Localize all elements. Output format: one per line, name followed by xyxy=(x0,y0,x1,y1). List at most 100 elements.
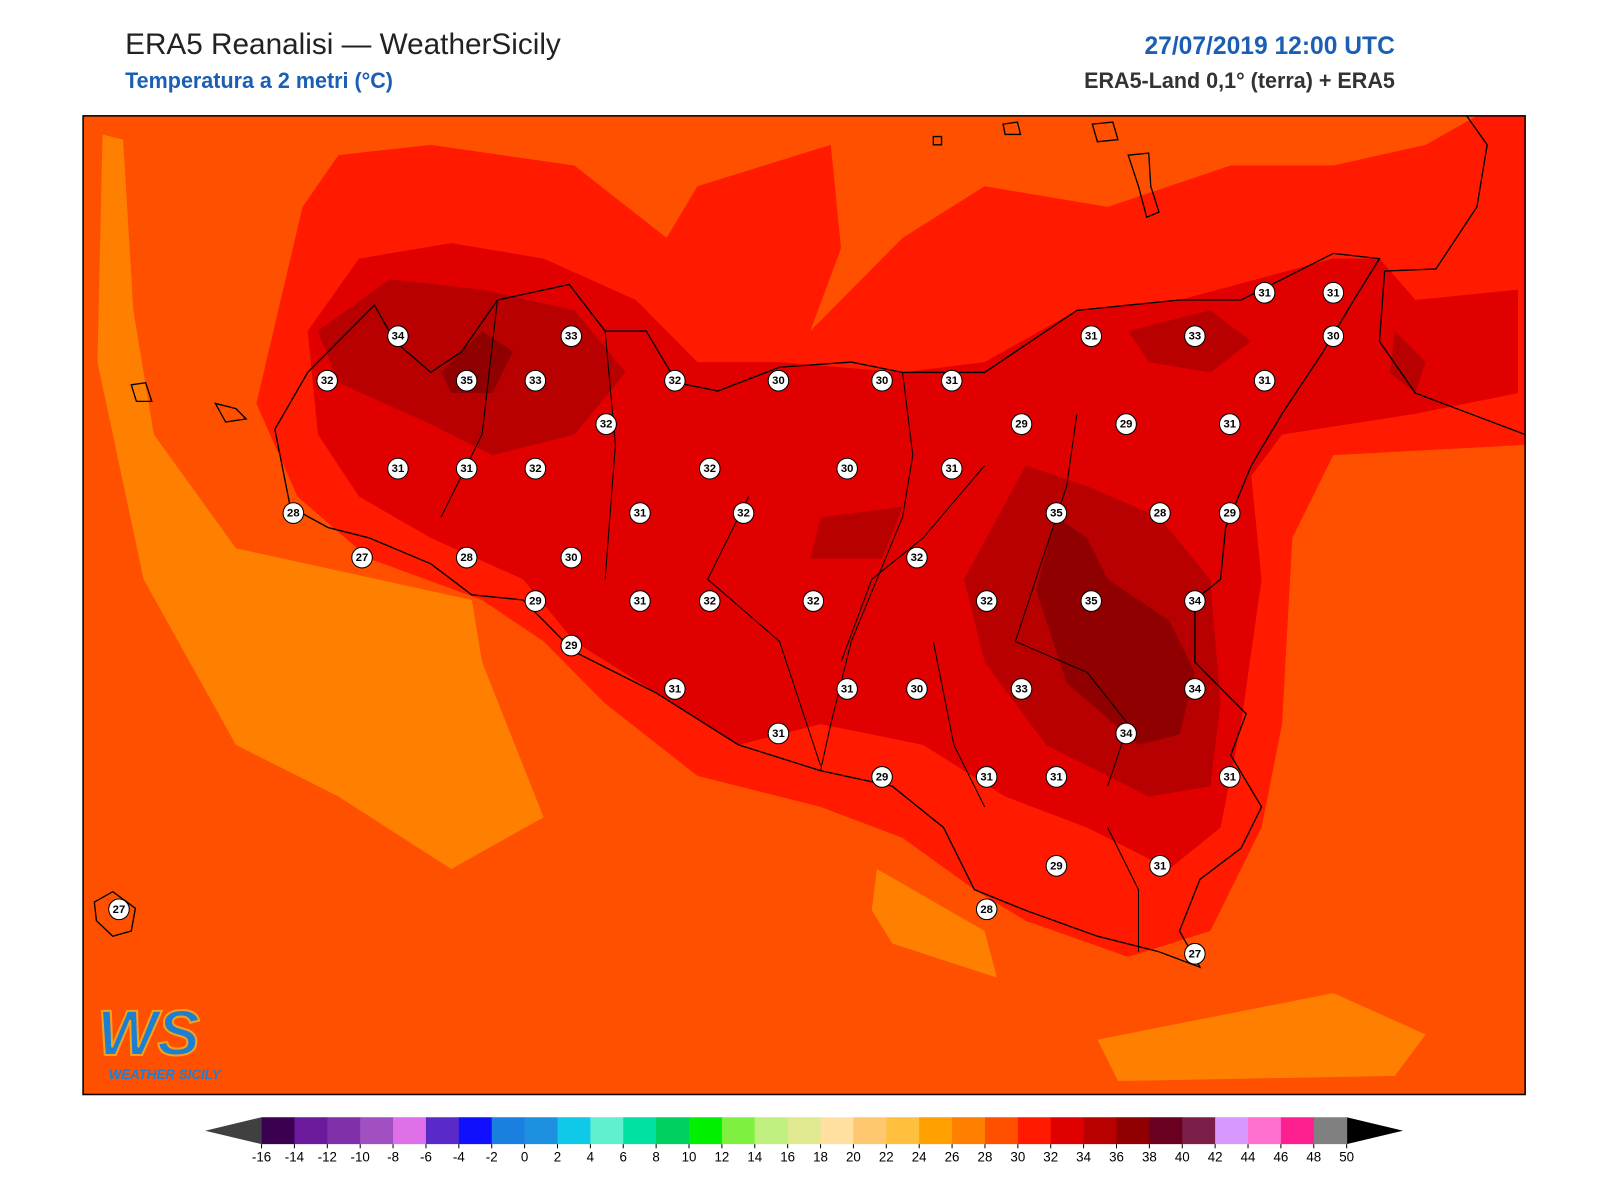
station-value: 33 xyxy=(565,331,578,343)
station-value: 31 xyxy=(1223,419,1236,431)
station-marker xyxy=(1045,855,1068,877)
station-marker xyxy=(871,766,893,788)
station-marker xyxy=(387,325,409,348)
station-value: 29 xyxy=(565,640,578,652)
station-marker xyxy=(941,369,963,392)
station-value: 34 xyxy=(1120,728,1133,740)
colorbar-cell xyxy=(853,1117,887,1145)
station-marker xyxy=(1080,590,1103,612)
station-marker xyxy=(1218,413,1241,436)
colorbar-cell xyxy=(1280,1117,1315,1145)
station-value: 29 xyxy=(1015,419,1028,431)
warm-zone xyxy=(97,134,544,869)
station-marker xyxy=(975,590,998,612)
colorbar-cell xyxy=(590,1117,624,1145)
colorbar-cell xyxy=(754,1117,789,1145)
station-marker xyxy=(1218,502,1241,524)
station-marker xyxy=(871,369,893,392)
station-value: 31 xyxy=(1258,375,1271,387)
station-value: 28 xyxy=(287,508,300,520)
station-marker xyxy=(1184,325,1206,348)
station-marker xyxy=(1322,325,1345,348)
station-value: 30 xyxy=(565,552,578,564)
colorbar-tick-label: 12 xyxy=(714,1150,729,1165)
subtitle: Temperatura a 2 metri (°C) xyxy=(125,68,393,93)
station-value: 34 xyxy=(1189,683,1202,695)
station-marker xyxy=(906,678,928,700)
colorbar-cell xyxy=(1083,1117,1118,1145)
station-value: 35 xyxy=(1050,508,1063,520)
colorbar-extension-high xyxy=(1346,1117,1404,1145)
colorbar-tick-label: 0 xyxy=(521,1150,528,1165)
colorbar-cell xyxy=(1215,1117,1249,1145)
colorbar-tick-label: -10 xyxy=(351,1150,370,1165)
station-marker xyxy=(629,590,651,612)
colorbar-tick-label: 6 xyxy=(620,1150,627,1165)
station-marker xyxy=(1184,942,1206,965)
colorbar-tick-label: 16 xyxy=(780,1150,795,1165)
station-value: 31 xyxy=(1327,287,1340,299)
colorbar-tick-label: -12 xyxy=(318,1150,337,1165)
colorbar-tick-label: 24 xyxy=(912,1150,927,1165)
source: ERA5-Land 0,1° (terra) + ERA5 xyxy=(1084,68,1395,93)
colorbar-tick-label: 32 xyxy=(1043,1150,1058,1165)
station-marker xyxy=(1184,678,1206,700)
station-marker xyxy=(836,678,858,700)
station-value: 30 xyxy=(1327,331,1340,343)
station-marker xyxy=(1115,413,1137,436)
colorbar-cell xyxy=(984,1117,1019,1145)
station-marker xyxy=(1149,502,1171,524)
station-value: 27 xyxy=(1189,948,1202,960)
station-value: 31 xyxy=(772,728,785,740)
station-value: 31 xyxy=(1258,287,1271,299)
province-borders xyxy=(440,299,1139,952)
colorbar-tick-label: 46 xyxy=(1273,1150,1288,1165)
station-value: 28 xyxy=(980,904,993,916)
colorbar-cell xyxy=(458,1117,493,1145)
station-value: 30 xyxy=(772,375,785,387)
station-value: 28 xyxy=(1154,508,1167,520)
station-value: 32 xyxy=(911,552,924,564)
colorbar-tick-label: -6 xyxy=(420,1150,432,1165)
station-marker xyxy=(387,457,409,480)
station-marker xyxy=(1322,281,1345,304)
colorbar-tick-label: 18 xyxy=(813,1150,828,1165)
station-marker xyxy=(1045,502,1068,524)
colorbar-cell xyxy=(425,1117,460,1145)
station-marker xyxy=(560,546,583,569)
station-marker xyxy=(906,546,928,569)
warm-zone xyxy=(1097,993,1426,1082)
station-value: 30 xyxy=(911,683,924,695)
station-marker xyxy=(698,590,721,612)
station-marker xyxy=(1010,413,1033,436)
peak-zone xyxy=(1035,517,1195,745)
station-marker xyxy=(560,634,583,657)
logo-name: WEATHER SICILY xyxy=(109,1067,222,1082)
station-value: 31 xyxy=(841,683,854,695)
station-marker xyxy=(767,722,790,745)
colorbar-cell xyxy=(1248,1117,1282,1145)
station-marker xyxy=(975,898,998,921)
colorbar-tick-label: 4 xyxy=(587,1150,595,1165)
station-value: 29 xyxy=(1223,508,1236,520)
station-marker xyxy=(524,590,547,612)
station-marker xyxy=(1218,766,1241,788)
station-value: 30 xyxy=(876,375,889,387)
colorbar-cell xyxy=(1050,1117,1085,1145)
sicily-coastline xyxy=(274,252,1381,969)
colorbar-tick-label: 34 xyxy=(1076,1150,1091,1165)
station-marker xyxy=(1010,678,1033,700)
station-value: 27 xyxy=(356,552,369,564)
title: ERA5 Reanalisi — WeatherSicily xyxy=(125,28,561,61)
colorbar-tick-label: -2 xyxy=(486,1150,498,1165)
station-value: 32 xyxy=(980,596,993,608)
colorbar-tick-label: 8 xyxy=(652,1150,659,1165)
station-value: 31 xyxy=(1223,771,1236,783)
station-value: 31 xyxy=(634,596,647,608)
station-marker xyxy=(316,369,338,392)
station-value: 33 xyxy=(1189,331,1202,343)
calabria-coastline xyxy=(1378,115,1526,436)
logo-mark: WS xyxy=(97,997,199,1069)
